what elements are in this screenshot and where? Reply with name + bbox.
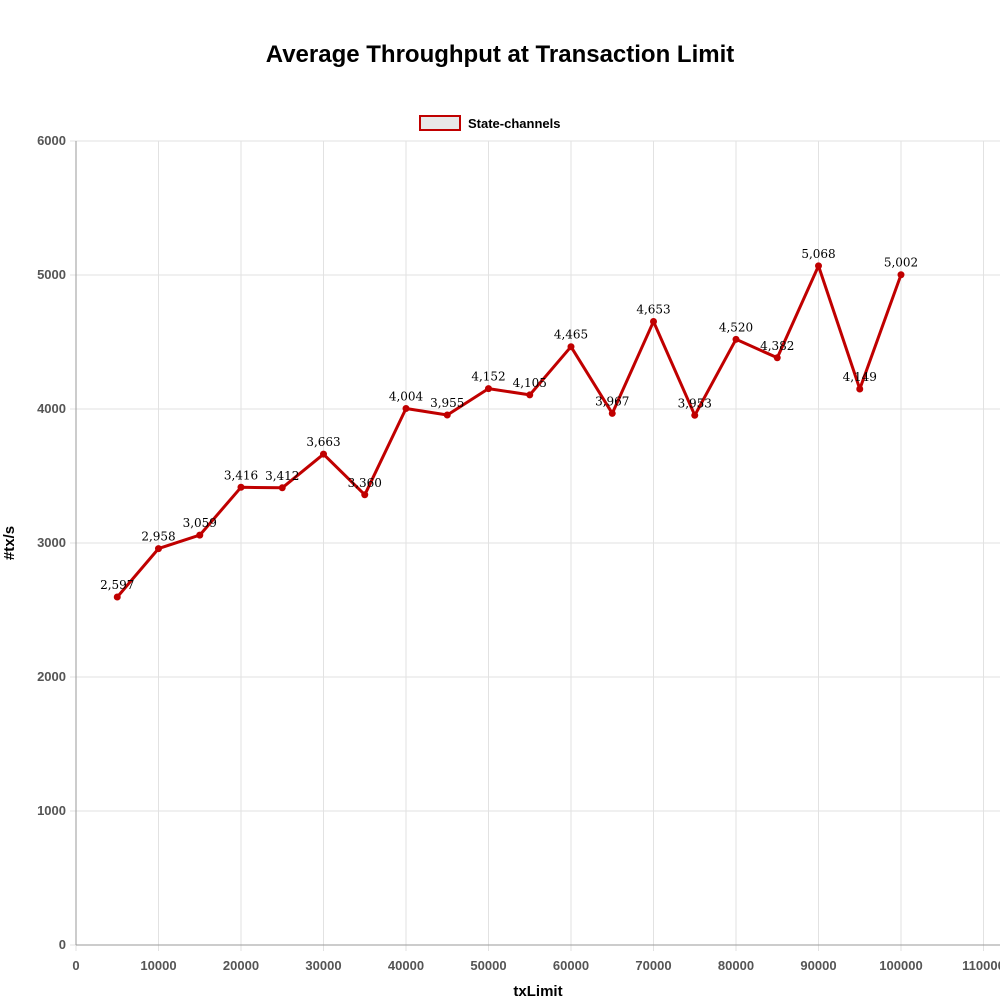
axes (75, 141, 1000, 946)
x-tick-label: 30000 (305, 958, 341, 973)
data-point[interactable] (691, 411, 699, 419)
y-axis-title: #tx/s (1, 526, 18, 560)
data-point[interactable] (361, 491, 369, 499)
x-tick-label: 100000 (879, 958, 922, 973)
data-label: 5,068 (801, 247, 835, 261)
x-axis-title: txLimit (513, 983, 562, 1000)
data-label: 3,360 (348, 476, 382, 490)
y-tick-label: 0 (59, 937, 66, 952)
y-tick-label: 5000 (37, 267, 66, 282)
data-point[interactable] (773, 354, 781, 362)
data-label: 3,955 (430, 396, 464, 410)
series-line (116, 264, 903, 598)
data-label: 3,663 (306, 435, 340, 449)
data-point[interactable] (897, 271, 905, 279)
data-label: 4,149 (843, 370, 877, 384)
x-tick-label: 80000 (718, 958, 754, 973)
data-point[interactable] (608, 409, 616, 417)
x-tick-label: 10000 (140, 958, 176, 973)
data-label: 2,958 (141, 530, 175, 544)
data-point[interactable] (237, 483, 245, 491)
legend-swatch (419, 115, 461, 131)
data-label: 3,412 (265, 469, 299, 483)
data-label: 4,465 (554, 328, 588, 342)
x-tick-label: 0 (72, 958, 79, 973)
x-tick-label: 90000 (800, 958, 836, 973)
data-label: 3,953 (678, 396, 712, 410)
data-point[interactable] (526, 391, 534, 399)
y-axis-ticks: 0 1000 2000 3000 4000 5000 6000 (37, 133, 66, 952)
data-point[interactable] (320, 450, 327, 458)
y-tick-label: 3000 (37, 535, 66, 550)
data-label: 3,416 (224, 468, 258, 482)
data-point[interactable] (650, 317, 657, 325)
x-tick-label: 40000 (388, 958, 424, 973)
data-point[interactable] (113, 593, 121, 601)
data-label: 3,059 (183, 516, 217, 530)
data-label: 4,004 (389, 389, 424, 403)
chart-title: Average Throughput at Transaction Limit (266, 41, 735, 68)
data-label: 4,152 (471, 370, 505, 384)
grid (70, 140, 1000, 951)
legend[interactable]: State-channels (419, 115, 560, 131)
data-label: 3,967 (595, 394, 629, 408)
data-label: 4,653 (636, 302, 670, 316)
data-point[interactable] (402, 404, 410, 412)
data-point[interactable] (278, 484, 286, 492)
x-axis-ticks: 0 10000 20000 30000 40000 50000 60000 70000 8000… (72, 958, 1000, 973)
y-tick-label: 4000 (37, 401, 66, 416)
x-tick-label: 50000 (470, 958, 506, 973)
data-label: 4,520 (719, 320, 753, 334)
data-point[interactable] (732, 335, 740, 343)
data-point[interactable] (567, 343, 575, 351)
x-tick-label: 60000 (553, 958, 589, 973)
data-label: 4,382 (760, 339, 794, 353)
legend-label: State-channels (468, 116, 560, 131)
data-point[interactable] (443, 411, 451, 419)
y-tick-label: 1000 (37, 803, 66, 818)
data-label: 2,597 (100, 578, 134, 592)
data-label: 4,105 (513, 376, 547, 390)
y-tick-label: 2000 (37, 669, 66, 684)
series-state-channels (113, 262, 905, 601)
data-point[interactable] (196, 531, 204, 539)
y-tick-label: 6000 (37, 133, 66, 148)
data-point[interactable] (155, 545, 162, 553)
data-label: 5,002 (884, 256, 918, 270)
x-tick-label: 70000 (635, 958, 671, 973)
x-tick-label: 20000 (223, 958, 259, 973)
data-point[interactable] (815, 262, 822, 270)
data-point[interactable] (856, 385, 864, 393)
data-labels: 2,597 2,958 3,059 3,416 3,412 3,663 3,360 4,004… (100, 247, 918, 592)
data-point[interactable] (485, 385, 492, 393)
